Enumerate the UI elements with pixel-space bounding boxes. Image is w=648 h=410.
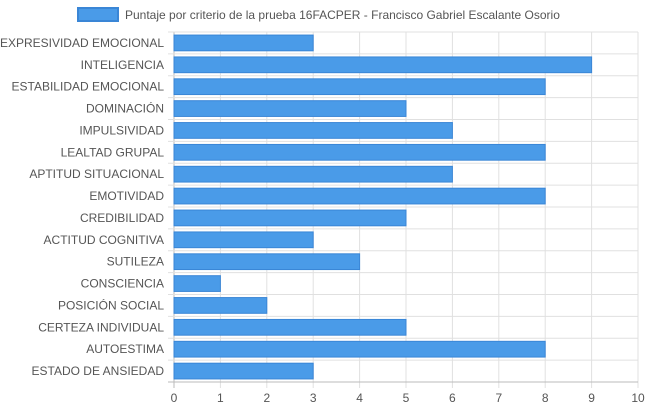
category-label: EMOTIVIDAD xyxy=(89,189,164,203)
bar[interactable] xyxy=(173,78,546,96)
bar[interactable] xyxy=(173,143,546,161)
bar[interactable] xyxy=(173,340,546,358)
category-label: EXPRESIVIDAD EMOCIONAL xyxy=(0,36,164,50)
bar[interactable] xyxy=(173,209,407,227)
x-tick-label: 3 xyxy=(310,391,317,405)
bar[interactable] xyxy=(173,275,221,292)
bar[interactable] xyxy=(173,231,314,249)
x-tick-label: 6 xyxy=(449,391,456,405)
x-tick-label: 5 xyxy=(403,391,410,405)
x-tick-label: 2 xyxy=(263,391,270,405)
legend-label[interactable]: Puntaje por criterio de la prueba 16FACP… xyxy=(125,8,560,22)
category-label: ESTABILIDAD EMOCIONAL xyxy=(12,80,165,94)
category-label: LEALTAD GRUPAL xyxy=(61,145,165,159)
x-tick-label: 10 xyxy=(631,391,645,405)
bars xyxy=(173,34,593,380)
bar[interactable] xyxy=(173,253,361,271)
category-label: CONSCIENCIA xyxy=(81,277,164,291)
category-label: ESTADO DE ANSIEDAD xyxy=(32,364,165,378)
bar[interactable] xyxy=(173,362,314,380)
bar[interactable] xyxy=(173,165,453,183)
category-labels: EXPRESIVIDAD EMOCIONAL INTELIGENCIA ESTABI… xyxy=(0,36,164,378)
legend-swatch[interactable] xyxy=(77,7,119,22)
category-label: IMPULSIVIDAD xyxy=(79,123,164,137)
category-label: CREDIBILIDAD xyxy=(80,211,164,225)
x-axis-tick-labels: 0 1 2 3 4 5 6 7 8 9 10 xyxy=(171,391,645,405)
legend[interactable]: Puntaje por criterio de la prueba 16FACP… xyxy=(77,7,560,22)
x-tick-label: 8 xyxy=(542,391,549,405)
x-tick-label: 0 xyxy=(171,391,178,405)
category-label: DOMINACIÓN xyxy=(86,101,164,116)
category-label: POSICIÓN SOCIAL xyxy=(58,297,164,312)
x-tick-label: 4 xyxy=(356,391,363,405)
category-label: ACTITUD COGNITIVA xyxy=(44,233,164,247)
bar[interactable] xyxy=(173,297,268,314)
bar[interactable] xyxy=(173,100,407,117)
x-tick-label: 9 xyxy=(588,391,595,405)
category-label: SUTILEZA xyxy=(107,255,164,269)
x-tick-label: 7 xyxy=(495,391,502,405)
bar[interactable] xyxy=(173,187,546,205)
bar[interactable] xyxy=(173,34,314,52)
category-label: INTELIGENCIA xyxy=(81,58,164,72)
bar[interactable] xyxy=(173,122,453,139)
bar[interactable] xyxy=(173,56,593,74)
category-label: APTITUD SITUACIONAL xyxy=(29,167,164,181)
category-label: AUTOESTIMA xyxy=(86,342,164,356)
category-label: CERTEZA INDIVIDUAL xyxy=(38,320,164,334)
x-tick-label: 1 xyxy=(217,391,224,405)
bar[interactable] xyxy=(173,318,407,336)
